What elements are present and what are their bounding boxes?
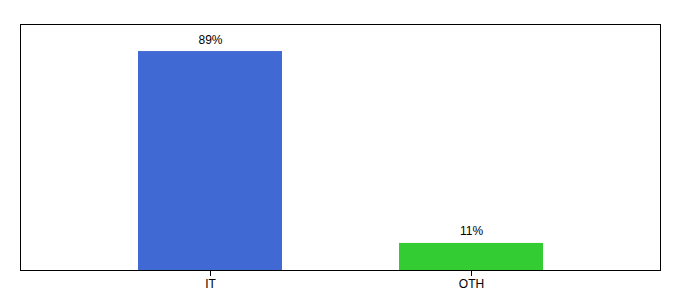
svg-text:IT: IT — [205, 277, 216, 291]
svg-text:OTH: OTH — [459, 277, 484, 291]
svg-text:11%: 11% — [460, 224, 483, 238]
svg-text:89%: 89% — [198, 33, 222, 47]
